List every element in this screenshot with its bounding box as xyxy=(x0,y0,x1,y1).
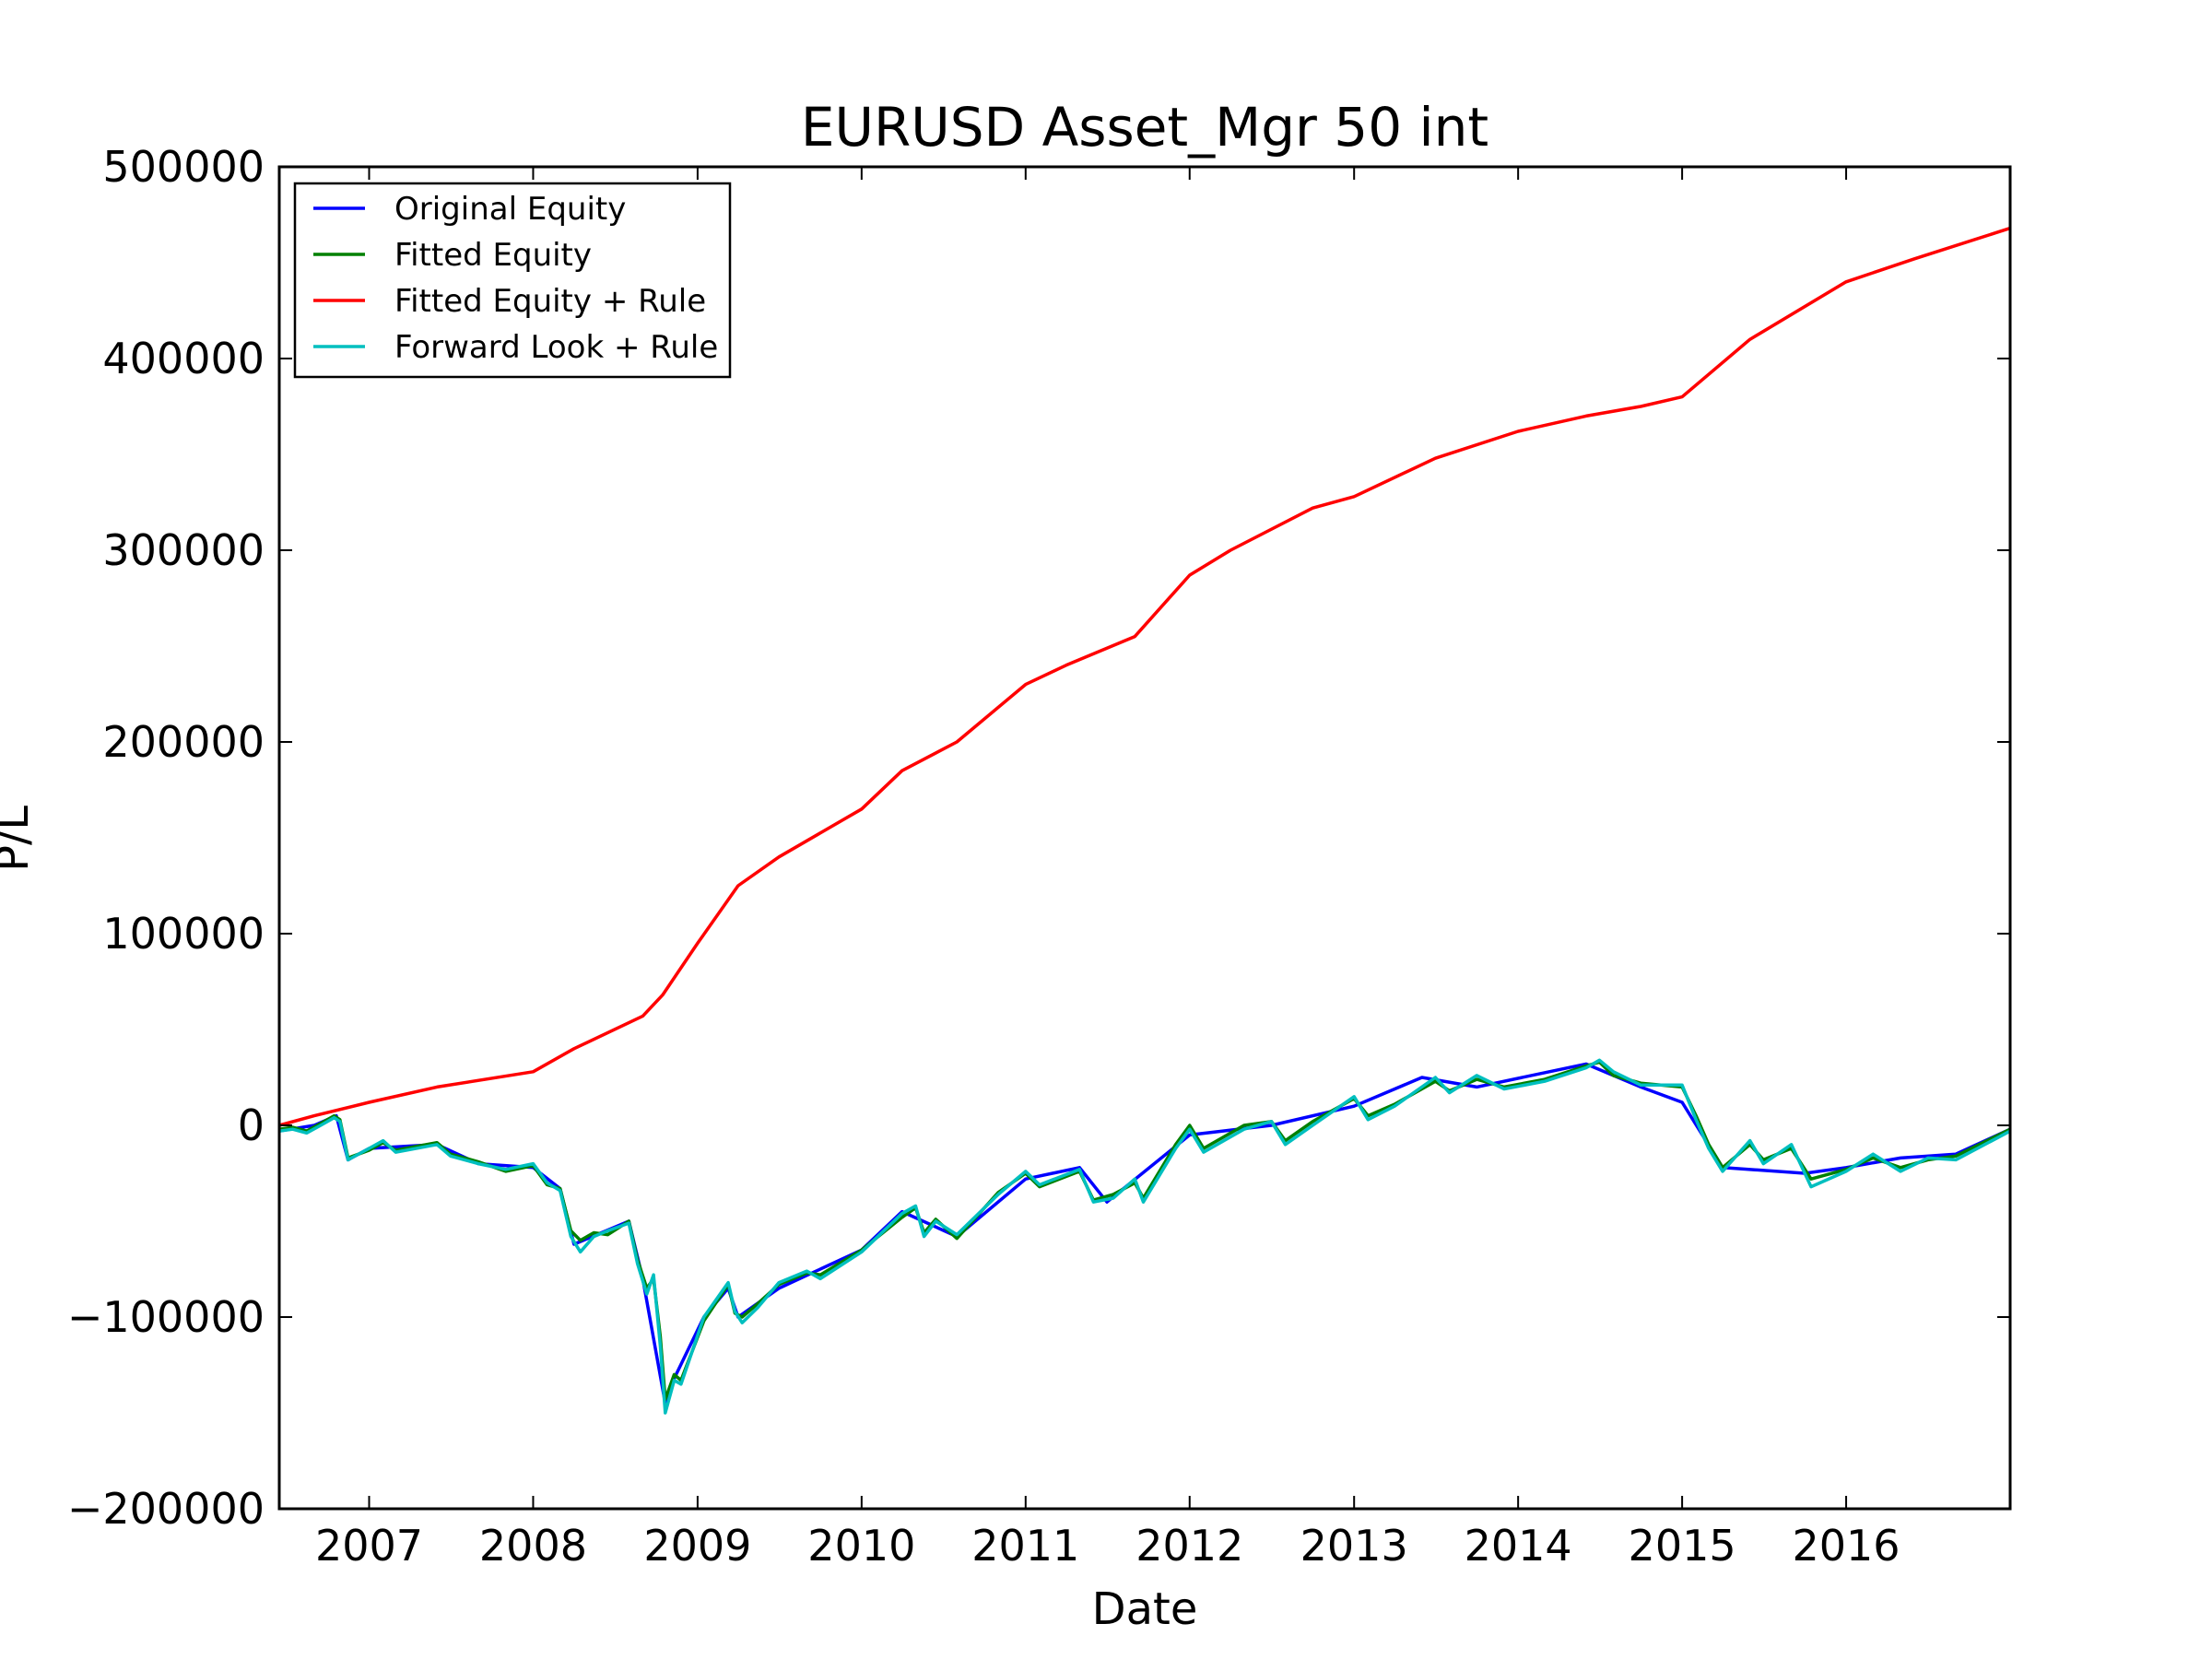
y-tick-label: 200000 xyxy=(102,717,265,767)
x-tick-label: 2013 xyxy=(1300,1521,1408,1571)
ticks-layer: 2007 2008 2009 2010 2011 2012 2013 2014 2015 2016… xyxy=(67,142,2010,1571)
plot-frame xyxy=(277,165,2012,1511)
legend-label-2: Fitted Equity xyxy=(394,237,592,274)
y-tick-label: 400000 xyxy=(102,334,265,383)
x-tick-label: 2010 xyxy=(807,1521,915,1571)
legend-label-4: Forward Look + Rule xyxy=(394,329,718,366)
y-tick-label: 100000 xyxy=(102,909,265,959)
legend: Original Equity Fitted Equity Fitted Equit… xyxy=(293,182,732,379)
y-tick-label: −200000 xyxy=(67,1484,265,1534)
x-tick-label: 2007 xyxy=(315,1521,423,1571)
x-tick-label: 2015 xyxy=(1629,1521,1736,1571)
series-line-4 xyxy=(278,1058,2011,1415)
series-line-1 xyxy=(278,1062,2011,1406)
series-layer xyxy=(278,226,2011,1415)
series-line-2 xyxy=(278,1060,2011,1402)
x-tick-label: 2014 xyxy=(1465,1521,1572,1571)
legend-label-3: Fitted Equity + Rule xyxy=(394,283,706,320)
x-tick-label: 2008 xyxy=(479,1521,587,1571)
x-axis-title: Date xyxy=(1092,1583,1198,1635)
x-tick-label: 2016 xyxy=(1793,1521,1900,1571)
series-line-3 xyxy=(278,226,2011,1127)
y-axis-title: P/L xyxy=(0,806,39,872)
legend-box xyxy=(293,182,732,379)
x-tick-label: 2012 xyxy=(1135,1521,1243,1571)
x-tick-label: 2009 xyxy=(643,1521,751,1571)
y-tick-label: −100000 xyxy=(67,1292,265,1342)
chart-title: EURUSD Asset_Mgr 50 int xyxy=(801,96,1488,159)
y-tick-label: 300000 xyxy=(102,525,265,575)
y-tick-label: 0 xyxy=(238,1100,265,1150)
x-tick-label: 2011 xyxy=(971,1521,1079,1571)
y-tick-label: 500000 xyxy=(102,142,265,192)
legend-label-1: Original Equity xyxy=(394,191,626,228)
